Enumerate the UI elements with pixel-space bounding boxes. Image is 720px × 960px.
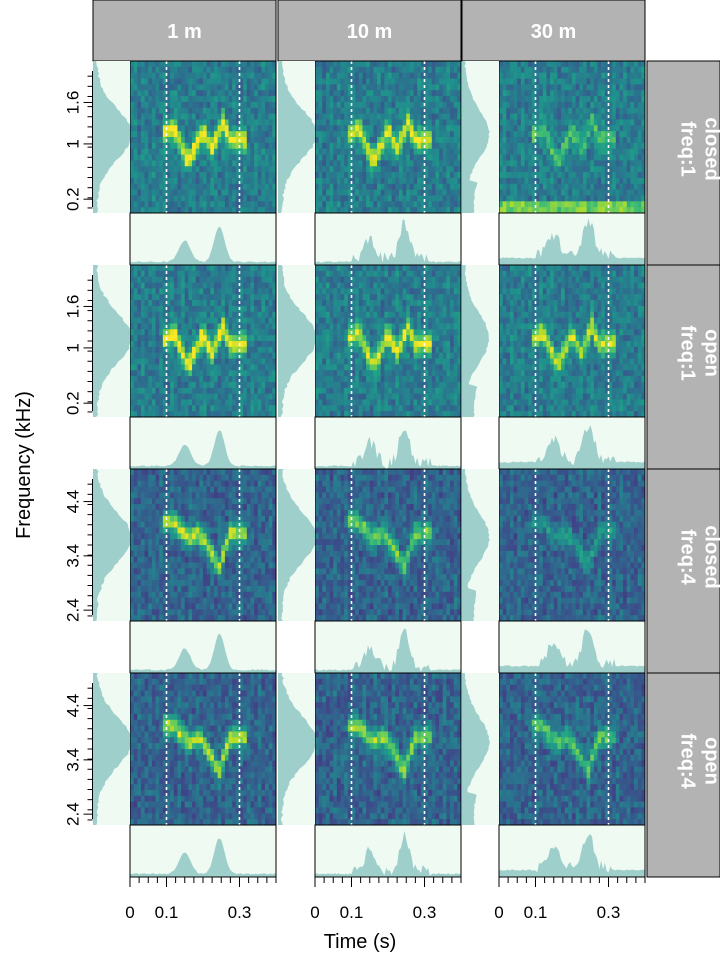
- envelope-bg: [130, 621, 276, 673]
- y-axis-label: Frequency (kHz): [13, 391, 35, 539]
- column-strip-label: 10 m: [347, 21, 393, 43]
- spectrogram-panel: [499, 469, 645, 621]
- envelope-bg: [499, 621, 645, 673]
- power-spectrum: [93, 673, 130, 825]
- row-strip-label-line2: closed: [701, 525, 720, 588]
- spectrogram-panel: [130, 673, 276, 825]
- spectrogram-panel: [499, 265, 645, 417]
- x-tick-label: 0.3: [597, 903, 621, 922]
- column-strip: [92, 0, 277, 62]
- column-strip-label: 30 m: [531, 21, 577, 43]
- envelope-bg: [130, 825, 276, 877]
- row-strip: [646, 468, 720, 674]
- row-strip: [646, 672, 720, 878]
- x-tick-label: 0.1: [155, 903, 179, 922]
- y-tick-label: 2.4: [64, 802, 83, 826]
- y-tick-label: 3.4: [64, 544, 83, 568]
- spectrogram-panel: [315, 673, 461, 825]
- y-tick-label: 0.2: [64, 391, 83, 415]
- spectrogram-panel: [315, 61, 461, 213]
- power-spectrum: [462, 673, 490, 825]
- y-tick-label: 0.2: [64, 187, 83, 211]
- spectrogram-panel: [315, 469, 461, 621]
- amplitude-envelope: [499, 834, 645, 877]
- row-strip: [646, 60, 720, 266]
- amplitude-envelope: [499, 218, 645, 265]
- row-strip-label-line2: open: [701, 737, 720, 785]
- x-tick-label: 0.3: [228, 903, 252, 922]
- row-strip-label-line2: open: [701, 329, 720, 377]
- column-strip-label: 1 m: [167, 21, 201, 43]
- spectrogram-panel: [130, 469, 276, 621]
- spectrogram-panel: [130, 265, 276, 417]
- envelope-bg: [315, 417, 461, 469]
- envelope-bg: [130, 213, 276, 265]
- spectrogram-panel: [315, 265, 461, 417]
- power-spectrum: [278, 673, 315, 825]
- power-spectrum: [278, 469, 315, 621]
- row-strip: [646, 264, 720, 470]
- spectrogram-panel: [499, 673, 645, 825]
- x-tick-label: 0.3: [413, 903, 437, 922]
- spectrogram-panel: [499, 61, 645, 213]
- power-spectrum: [278, 265, 315, 417]
- column-strip: [461, 0, 646, 62]
- y-tick-label: 1.6: [64, 91, 83, 115]
- row-strip-label-line1: freq:1: [677, 121, 699, 177]
- spectrogram-panels: [93, 60, 646, 878]
- row-strip-label-line1: freq:4: [677, 529, 699, 585]
- y-tick-label: 4.4: [64, 490, 83, 514]
- x-tick-label: 0.1: [340, 903, 364, 922]
- y-tick-label: 4.4: [64, 694, 83, 718]
- power-spectrum: [93, 61, 130, 213]
- x-axis-label: Time (s): [324, 931, 397, 953]
- axes: 0.2 1 1.6 0.2 1 1.6 2.4 3.4 4.4 2.4 3.4 4.4 0 0.1 0.3 0…: [64, 71, 646, 922]
- row-strip-label-line2: closed: [701, 117, 720, 180]
- power-spectrum: [93, 265, 130, 417]
- x-tick-label: 0: [125, 903, 134, 922]
- envelope-bg: [315, 213, 461, 265]
- power-spectrum: [93, 469, 130, 621]
- power-spectrum: [278, 61, 315, 213]
- y-tick-label: 3.4: [64, 748, 83, 772]
- column-strip: [277, 0, 462, 62]
- row-strip-label-line1: freq:1: [677, 325, 699, 381]
- amplitude-envelope: [499, 425, 645, 469]
- y-tick-label: 1: [64, 343, 83, 352]
- x-tick-label: 0: [310, 903, 319, 922]
- envelope-bg: [315, 621, 461, 673]
- x-tick-label: 0.1: [524, 903, 548, 922]
- envelope-bg: [130, 417, 276, 469]
- x-tick-label: 0: [494, 903, 503, 922]
- envelope-bg: [315, 825, 461, 877]
- y-tick-label: 2.4: [64, 598, 83, 622]
- power-spectrum: [462, 469, 490, 621]
- amplitude-envelope: [499, 629, 645, 673]
- envelope-bg: [499, 417, 645, 469]
- power-spectrum: [462, 61, 490, 213]
- power-spectrum: [462, 265, 490, 417]
- y-tick-label: 1: [64, 139, 83, 148]
- spectrogram-panel: [130, 61, 276, 213]
- row-strip-label-line1: freq:4: [677, 733, 699, 789]
- y-tick-label: 1.6: [64, 295, 83, 319]
